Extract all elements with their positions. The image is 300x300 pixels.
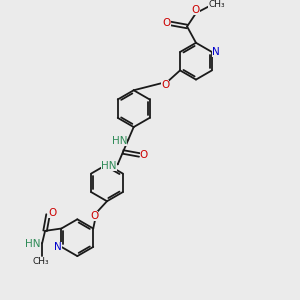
Text: N: N <box>54 242 61 252</box>
Text: O: O <box>48 208 57 218</box>
Text: O: O <box>140 150 148 160</box>
Text: O: O <box>162 18 170 28</box>
Text: HN: HN <box>112 136 127 146</box>
Text: O: O <box>90 211 98 221</box>
Text: CH₃: CH₃ <box>208 0 225 9</box>
Text: HN: HN <box>25 239 40 249</box>
Text: CH₃: CH₃ <box>32 257 49 266</box>
Text: N: N <box>212 47 220 57</box>
Text: O: O <box>161 80 169 90</box>
Text: O: O <box>192 4 200 15</box>
Text: HN: HN <box>101 161 116 171</box>
